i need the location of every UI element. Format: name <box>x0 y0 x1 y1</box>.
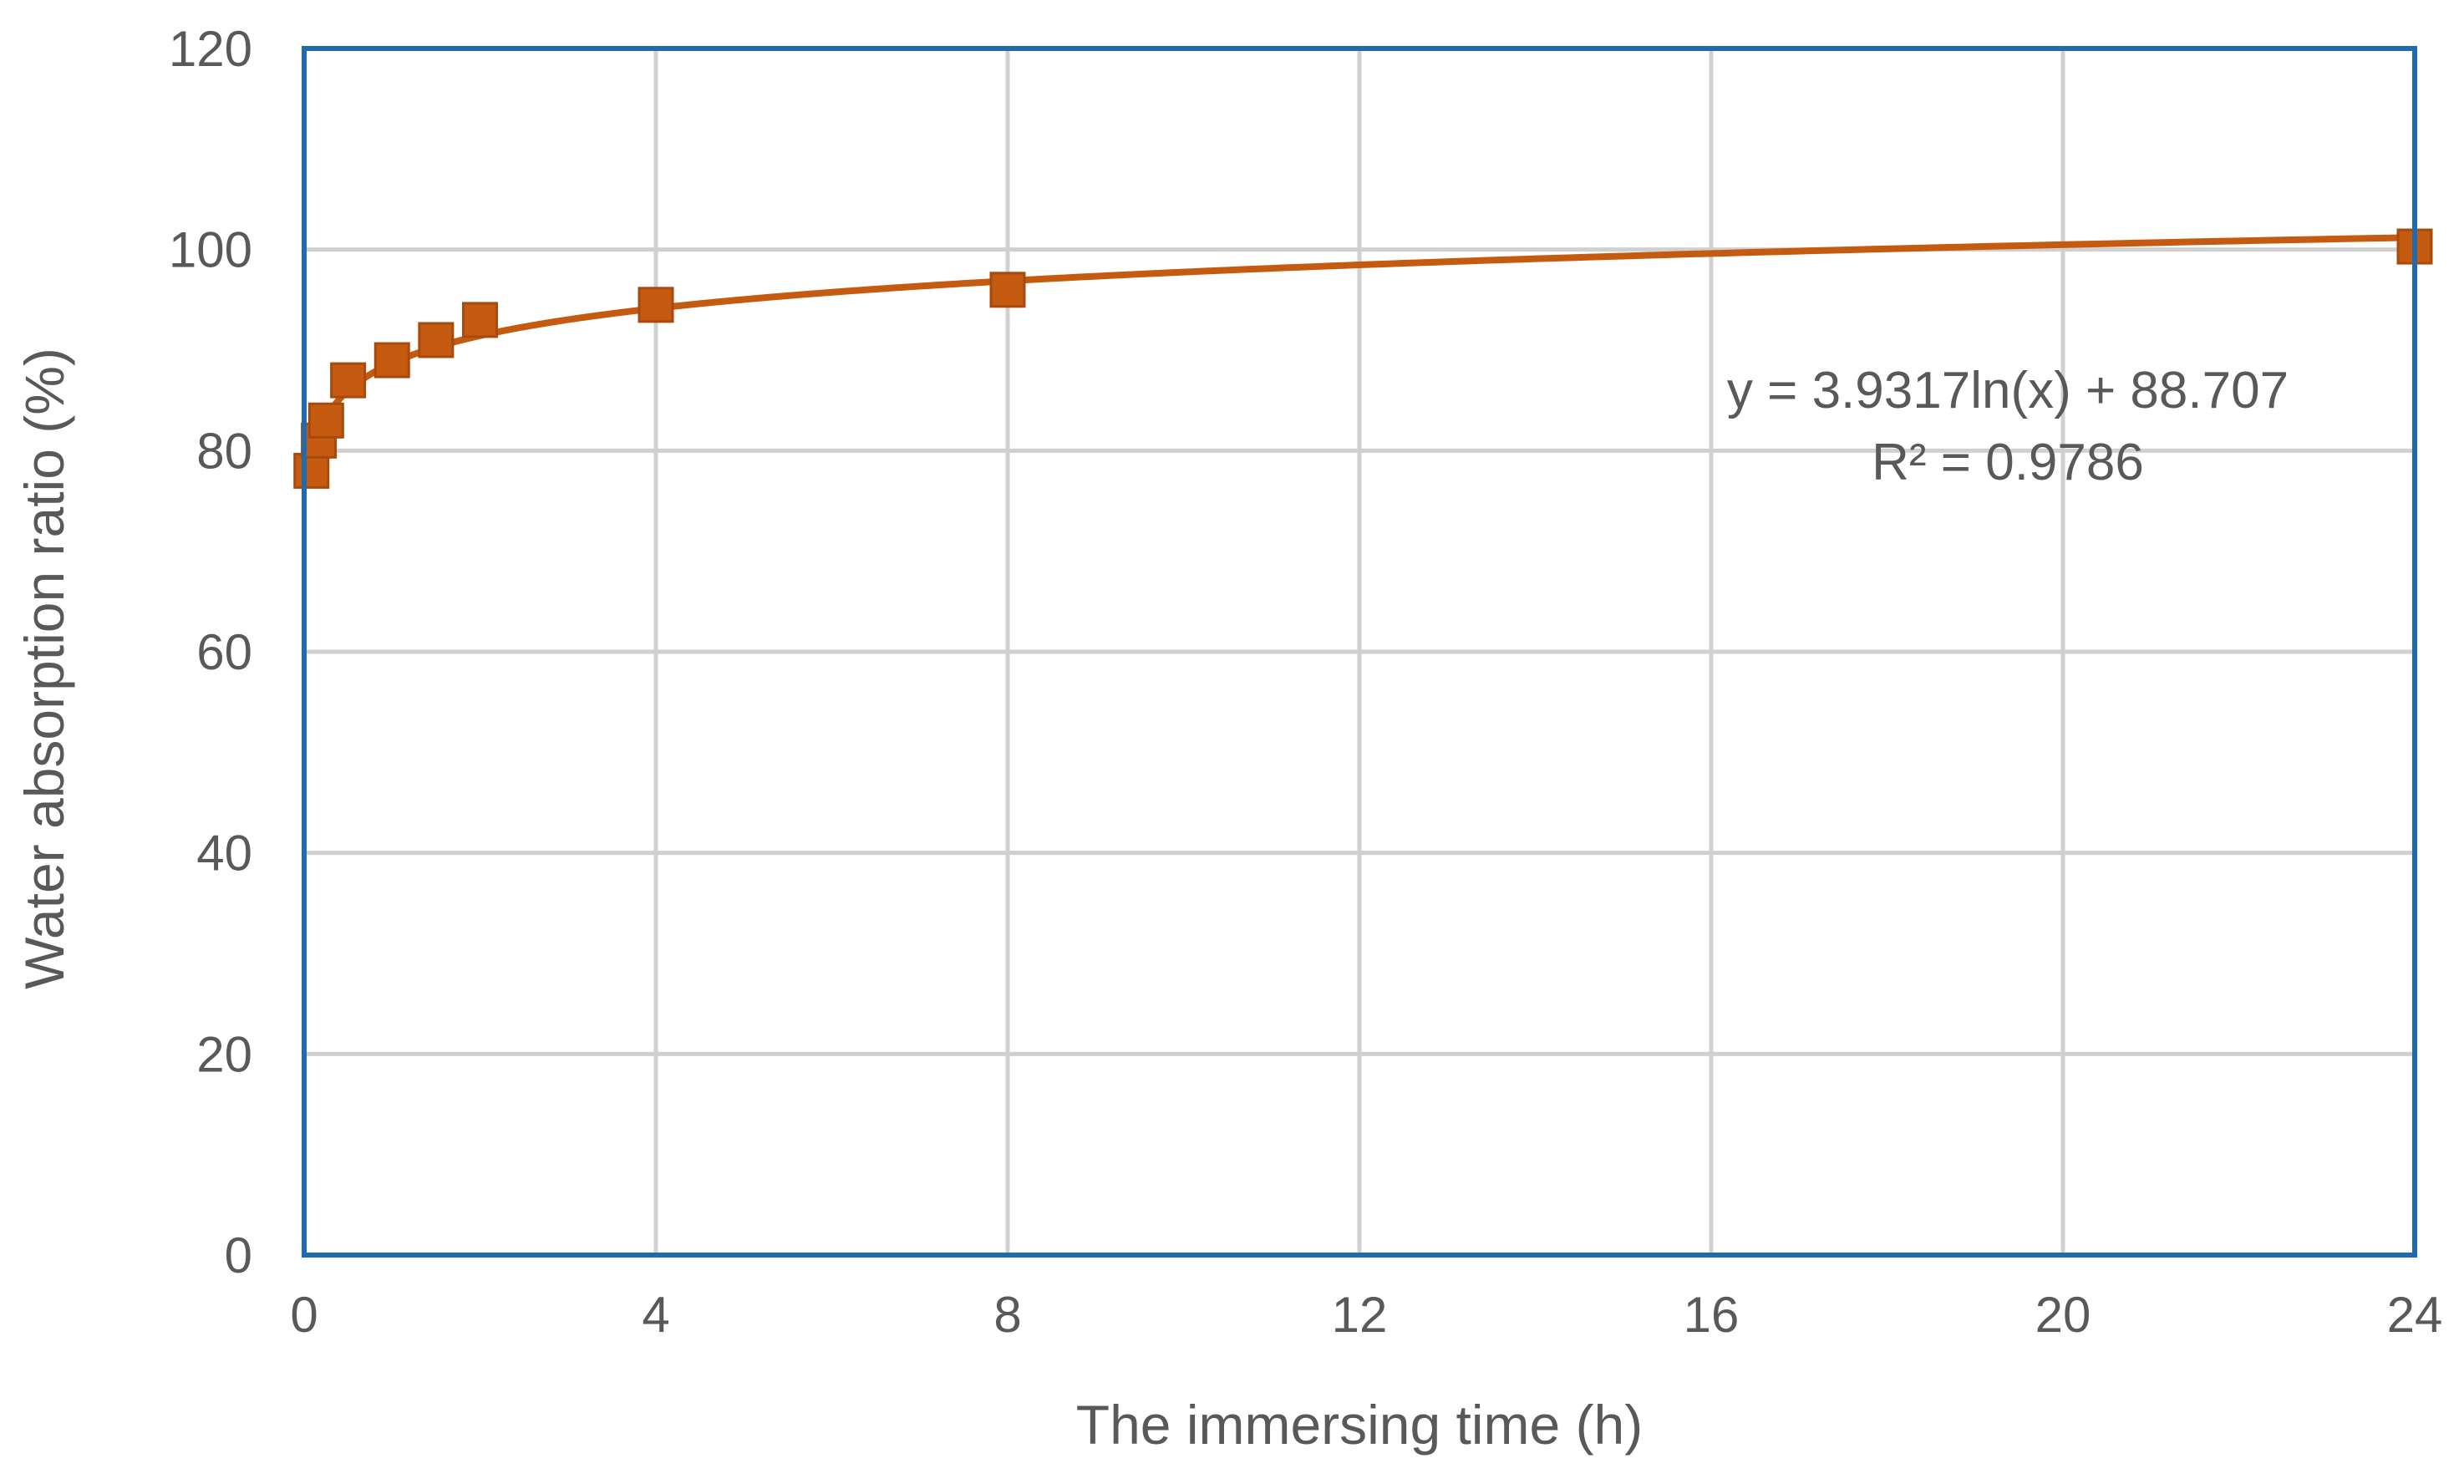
x-tick-label-3: 12 <box>1332 1287 1388 1343</box>
trendline <box>307 234 2418 465</box>
y-tick-label-6: 120 <box>169 21 252 77</box>
y-axis-title: Water absorption ratio (%) <box>13 348 75 989</box>
x-axis-title: The immersing time (h) <box>1076 1394 1643 1456</box>
data-point-3 <box>330 362 367 399</box>
data-points <box>293 228 2433 489</box>
data-point-0 <box>293 452 330 489</box>
data-point-2 <box>307 402 344 439</box>
data-point-8 <box>989 272 1026 308</box>
grid <box>302 46 2417 1258</box>
data-point-5 <box>418 322 455 358</box>
data-point-7 <box>638 287 674 323</box>
y-tick-label-2: 40 <box>196 826 252 882</box>
data-point-6 <box>462 302 498 338</box>
x-tick-label-1: 4 <box>642 1287 669 1343</box>
x-tick-label-0: 0 <box>290 1287 318 1343</box>
x-tick-label-5: 20 <box>2035 1287 2091 1343</box>
y-tick-label-1: 20 <box>196 1026 252 1082</box>
trendline-r-squared: R² = 0.9786 <box>1872 434 2144 491</box>
y-tick-label-5: 100 <box>169 222 252 278</box>
data-point-4 <box>373 342 410 379</box>
x-tick-label-6: 24 <box>2387 1287 2443 1343</box>
x-tick-label-4: 16 <box>1684 1287 1740 1343</box>
x-tick-label-2: 8 <box>993 1287 1021 1343</box>
y-tick-label-0: 0 <box>225 1227 252 1283</box>
y-tick-label-4: 80 <box>196 423 252 479</box>
trendline-equation: y = 3.9317ln(x) + 88.707 <box>1727 362 2289 419</box>
x-axis-ticks: 0 4 8 12 16 20 24 <box>290 1287 2442 1343</box>
trendline-layer <box>307 234 2418 465</box>
plot-area-border <box>302 46 2417 1258</box>
y-tick-label-3: 60 <box>196 624 252 680</box>
y-axis-ticks: 0 20 40 60 80 100 120 <box>169 21 252 1283</box>
